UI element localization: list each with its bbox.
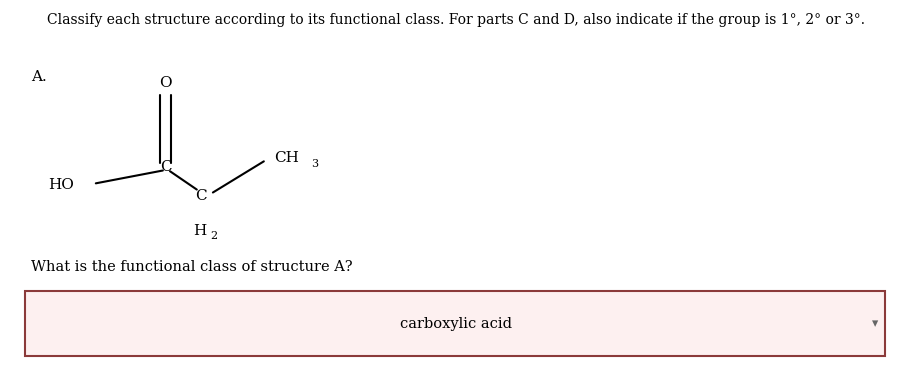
Text: O: O: [159, 76, 171, 90]
Text: HO: HO: [48, 178, 75, 192]
Text: What is the functional class of structure A?: What is the functional class of structur…: [31, 260, 353, 274]
Text: C: C: [159, 160, 171, 174]
Text: Classify each structure according to its functional class. For parts C and D, al: Classify each structure according to its…: [47, 13, 864, 27]
Text: H: H: [192, 224, 206, 237]
Text: A.: A.: [31, 70, 47, 84]
Text: C: C: [195, 189, 207, 203]
Text: ▾: ▾: [871, 317, 877, 330]
Text: 3: 3: [311, 159, 318, 169]
FancyBboxPatch shape: [26, 291, 884, 356]
Text: CH: CH: [274, 151, 299, 165]
Text: 2: 2: [210, 231, 217, 241]
Text: carboxylic acid: carboxylic acid: [400, 316, 511, 331]
